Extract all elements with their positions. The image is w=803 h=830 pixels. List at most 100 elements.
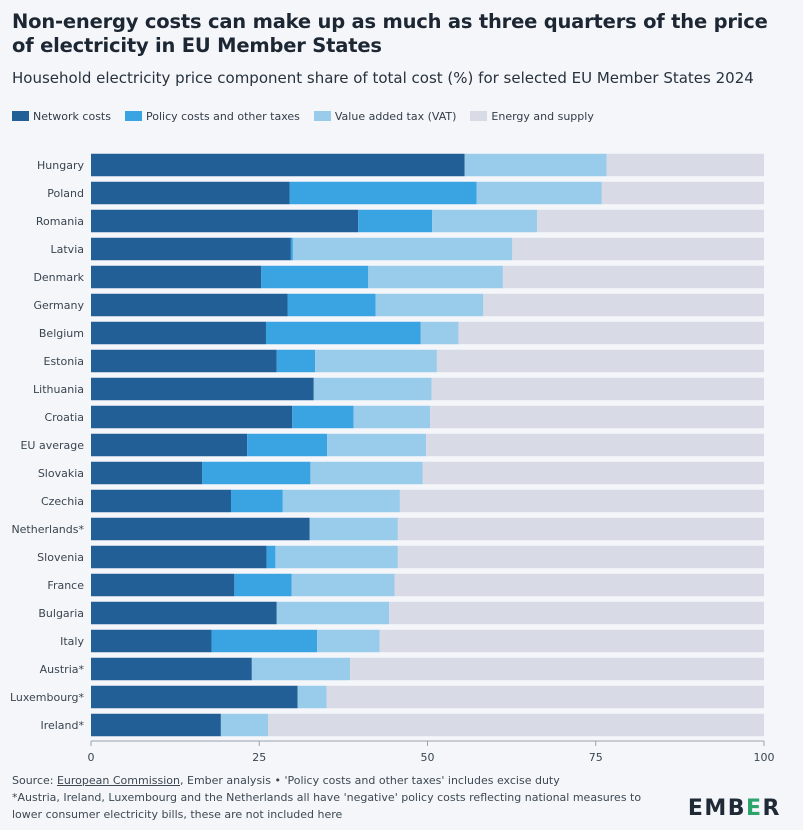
bar-eu-average-network-costs (91, 433, 248, 457)
bar-slovenia-value-added-tax-vat (275, 545, 398, 569)
bar-italy-network-costs (91, 629, 212, 653)
bar-slovenia-policy-costs-and-other-taxes (266, 545, 276, 569)
bar-czechia-value-added-tax-vat (282, 489, 400, 513)
stacked-bar-chart: Hungary Poland Romania Latvia Denmark Germany… (10, 153, 775, 764)
category-label-luxembourg: Luxembourg* (10, 691, 85, 704)
category-label-slovenia: Slovenia (37, 551, 84, 564)
bar-croatia-value-added-tax-vat (353, 405, 431, 429)
bar-belgium-network-costs (91, 321, 266, 345)
bar-slovakia-network-costs (91, 461, 203, 485)
bar-lithuania-value-added-tax-vat (313, 377, 432, 401)
legend-label-policy: Policy costs and other taxes (145, 109, 300, 123)
bar-poland-value-added-tax-vat (476, 181, 602, 205)
legend-label-network: Network costs (33, 109, 111, 123)
bar-italy-value-added-tax-vat (317, 629, 380, 653)
legend-swatch-vat (313, 111, 331, 121)
bar-denmark-energy-and-supply (502, 265, 764, 289)
category-label-lithuania: Lithuania (33, 383, 84, 396)
bar-estonia-policy-costs-and-other-taxes (276, 349, 316, 373)
bar-denmark-network-costs (91, 265, 262, 289)
bar-croatia-network-costs (91, 405, 293, 429)
bar-france-energy-and-supply (394, 573, 764, 597)
footnote: *Austria, Ireland, Luxembourg and the Ne… (12, 791, 642, 821)
bar-poland-network-costs (91, 181, 290, 205)
bar-bulgaria-network-costs (91, 601, 277, 625)
legend-item-network[interactable]: Network costs (12, 110, 111, 123)
bar-croatia-energy-and-supply (430, 405, 764, 429)
bar-bulgaria-energy-and-supply (389, 601, 764, 625)
bar-latvia-energy-and-supply (512, 237, 764, 261)
x-tick-label-75: 75 (589, 751, 603, 764)
bar-croatia-policy-costs-and-other-taxes (292, 405, 354, 429)
bar-lithuania-energy-and-supply (431, 377, 764, 401)
bar-slovakia-value-added-tax-vat (310, 461, 423, 485)
legend-label-vat: Value added tax (VAT) (334, 109, 457, 123)
bar-ireland-value-added-tax-vat (220, 713, 268, 737)
category-label-belgium: Belgium (39, 327, 84, 340)
category-label-slovakia: Slovakia (38, 467, 84, 480)
bar-slovenia-network-costs (91, 545, 267, 569)
ember-logo: EMBER (687, 796, 781, 821)
bar-latvia-policy-costs-and-other-taxes (290, 237, 293, 261)
bar-france-network-costs (91, 573, 235, 597)
bar-estonia-value-added-tax-vat (315, 349, 437, 373)
bar-denmark-policy-costs-and-other-taxes (261, 265, 369, 289)
category-label-netherlands: Netherlands* (11, 523, 84, 536)
category-label-latvia: Latvia (51, 243, 85, 256)
chart-subtitle: Household electricity price component sh… (12, 69, 754, 87)
bar-luxembourg-value-added-tax-vat (297, 685, 327, 709)
bar-eu-average-energy-and-supply (426, 433, 764, 457)
bar-romania-energy-and-supply (537, 209, 764, 233)
bar-bulgaria-value-added-tax-vat (276, 601, 390, 625)
bar-netherlands-network-costs (91, 517, 310, 541)
bar-italy-policy-costs-and-other-taxes (211, 629, 318, 653)
bar-hungary-energy-and-supply (606, 153, 764, 177)
bar-denmark-value-added-tax-vat (368, 265, 503, 289)
category-label-italy: Italy (60, 635, 84, 648)
x-tick-label-25: 25 (252, 751, 266, 764)
legend-item-vat[interactable]: Value added tax (VAT) (313, 109, 457, 123)
chart-title: Non-energy costs can make up as much as … (12, 10, 768, 57)
legend-swatch-network (12, 111, 29, 121)
bar-eu-average-policy-costs-and-other-taxes (247, 433, 328, 457)
bar-italy-energy-and-supply (379, 629, 764, 653)
bar-france-policy-costs-and-other-taxes (234, 573, 292, 597)
bar-belgium-value-added-tax-vat (420, 321, 459, 345)
bar-austria-energy-and-supply (350, 657, 764, 681)
bar-czechia-network-costs (91, 489, 231, 513)
legend-item-policy[interactable]: Policy costs and other taxes (124, 109, 300, 123)
x-tick-label-0: 0 (88, 751, 95, 764)
bar-germany-network-costs (91, 293, 288, 317)
source-link[interactable]: European Commission (56, 774, 180, 787)
bar-eu-average-value-added-tax-vat (327, 433, 427, 457)
bar-germany-energy-and-supply (483, 293, 764, 317)
category-label-austria: Austria* (40, 663, 85, 676)
bar-romania-value-added-tax-vat (432, 209, 538, 233)
category-label-romania: Romania (36, 215, 84, 228)
bar-lithuania-network-costs (91, 377, 314, 401)
category-label-eu-average: EU average (20, 439, 84, 452)
bar-belgium-energy-and-supply (458, 321, 764, 345)
x-tick-label-50: 50 (421, 751, 435, 764)
category-label-bulgaria: Bulgaria (38, 607, 84, 620)
source-suffix: , Ember analysis • 'Policy costs and oth… (180, 774, 560, 787)
bar-estonia-network-costs (91, 349, 277, 373)
category-label-denmark: Denmark (33, 271, 84, 284)
bar-germany-policy-costs-and-other-taxes (287, 293, 376, 317)
bar-austria-value-added-tax-vat (251, 657, 351, 681)
category-label-ireland: Ireland* (40, 719, 84, 732)
bar-czechia-energy-and-supply (399, 489, 764, 513)
legend-item-energy[interactable]: Energy and supply (470, 109, 594, 123)
bar-austria-network-costs (91, 657, 252, 681)
bar-latvia-value-added-tax-vat (292, 237, 513, 261)
bar-estonia-energy-and-supply (436, 349, 764, 373)
category-label-france: France (47, 579, 84, 592)
source-line: Source: European Commission, Ember analy… (12, 772, 672, 789)
legend-label-energy: Energy and supply (491, 109, 594, 123)
footer: Source: European Commission, Ember analy… (12, 772, 672, 823)
legend: Network costs Policy costs and other tax… (12, 108, 608, 124)
category-label-czechia: Czechia (41, 495, 84, 508)
bar-luxembourg-network-costs (91, 685, 298, 709)
category-label-germany: Germany (33, 299, 84, 312)
bar-hungary-network-costs (91, 153, 465, 177)
